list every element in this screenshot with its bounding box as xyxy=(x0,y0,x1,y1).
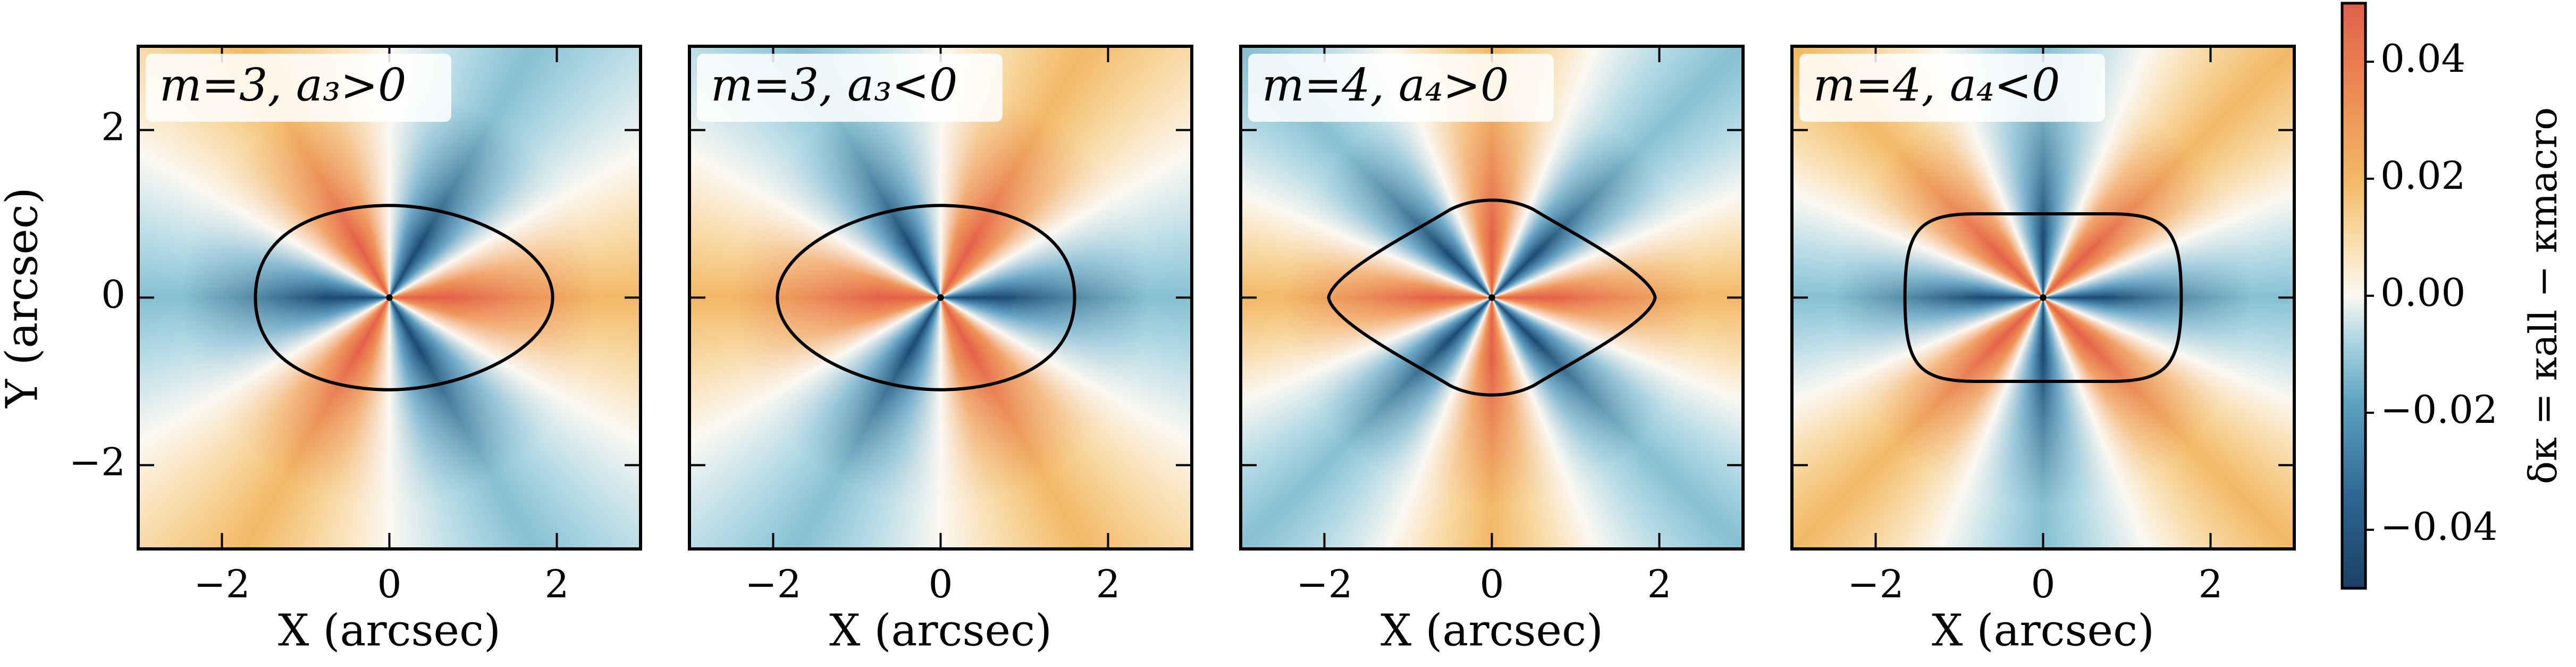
colorbar-label: δκ = κall − κmacro xyxy=(2521,107,2565,485)
x-tick-label: 0 xyxy=(1480,562,1504,606)
x-tick-label: 0 xyxy=(377,562,402,606)
y-tick-label: −2 xyxy=(69,440,125,485)
x-tick-label: 0 xyxy=(929,562,953,606)
y-tick-label: 2 xyxy=(101,105,125,149)
colorbar-tick-label: −0.02 xyxy=(2380,387,2498,432)
critical-curves xyxy=(256,200,2182,395)
title-box xyxy=(1248,54,1554,122)
x-tick-label: 2 xyxy=(1096,562,1121,606)
colorbar-tick-label: 0.00 xyxy=(2380,270,2465,315)
colorbar-tick-label: 0.02 xyxy=(2380,153,2465,198)
field xyxy=(1792,46,2294,549)
x-tick-label: −2 xyxy=(745,562,801,606)
panel-title: m=4, a₄>0 xyxy=(1262,59,1509,111)
x-tick-label: 2 xyxy=(1647,562,1672,606)
panel-title: m=3, a₃>0 xyxy=(159,59,406,111)
y-axis-label: Y (arcsec) xyxy=(0,187,48,408)
colorbar xyxy=(2341,2,2367,590)
panel-overlay xyxy=(1328,200,1655,395)
panel-overlay xyxy=(777,205,1074,390)
x-tick-label: 0 xyxy=(2031,562,2056,606)
x-axis-label: X (arcsec) xyxy=(278,606,501,656)
title-box xyxy=(1799,54,2105,122)
panel-overlay xyxy=(1905,214,2182,381)
x-axis-label: X (arcsec) xyxy=(1932,606,2154,656)
x-tick-label: −2 xyxy=(1847,562,1904,606)
x-tick-label: 2 xyxy=(545,562,569,606)
x-tick-label: 2 xyxy=(2199,562,2223,606)
panel-overlay xyxy=(256,205,553,390)
colorbar-tick-label: −0.04 xyxy=(2380,504,2498,549)
x-tick-label: −2 xyxy=(193,562,250,606)
y-tick-label: 0 xyxy=(101,272,125,317)
x-axis-label: X (arcsec) xyxy=(829,606,1052,656)
colorbar-tick-label: 0.04 xyxy=(2380,36,2465,81)
title-box xyxy=(697,54,1003,122)
title-box xyxy=(146,54,451,122)
field xyxy=(689,46,1192,549)
x-axis-label: X (arcsec) xyxy=(1380,606,1603,656)
panel-title: m=3, a₃<0 xyxy=(711,59,957,111)
x-tick-label: −2 xyxy=(1296,562,1352,606)
panel-title: m=4, a₄<0 xyxy=(1813,59,2060,111)
